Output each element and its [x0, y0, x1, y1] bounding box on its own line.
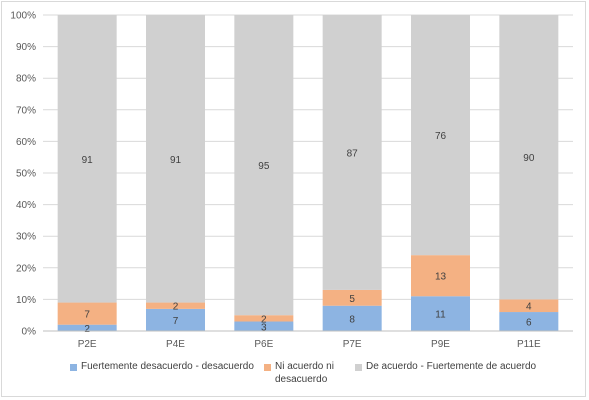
legend-swatch-disagree	[70, 364, 77, 371]
bar-segment	[234, 315, 294, 322]
x-tick-label: P2E	[78, 339, 97, 350]
y-tick-label: 60%	[16, 137, 36, 148]
data-label: 2	[173, 302, 179, 313]
bar-segment	[146, 15, 205, 303]
data-label: 91	[170, 155, 182, 166]
legend-swatch-neutral	[264, 364, 271, 371]
y-tick-label: 10%	[16, 295, 36, 306]
legend-label-neutral-line1: Ni acuerdo ni	[275, 361, 334, 372]
data-label: 7	[173, 316, 179, 327]
legend-label-neutral: Ni acuerdo ni desacuerdo	[275, 360, 334, 386]
data-label: 7	[84, 310, 90, 321]
data-label: 2	[261, 314, 267, 325]
bar-segment	[57, 15, 117, 303]
bar-segment	[322, 305, 382, 331]
x-tick-label: P11E	[517, 339, 541, 350]
bar-segment	[57, 324, 117, 331]
bar-segment	[146, 308, 205, 331]
data-label: 8	[349, 314, 355, 325]
bar-segment	[499, 299, 559, 313]
bar-segment	[57, 302, 117, 325]
bar-segment	[411, 296, 470, 331]
bar-segment	[322, 15, 382, 290]
legend-label-disagree: Fuertemente desacuerdo - desacuerdo	[81, 361, 254, 372]
y-tick-label: 70%	[16, 105, 36, 116]
data-label: 91	[82, 155, 94, 166]
legend-label-neutral-line2: desacuerdo	[275, 374, 328, 385]
data-label: 90	[523, 153, 535, 164]
y-tick-label: 20%	[16, 263, 36, 274]
bar-segment	[499, 312, 559, 331]
data-label: 13	[435, 272, 447, 283]
bar-segment	[411, 255, 470, 297]
bar-segment	[146, 302, 205, 309]
y-tick-label: 80%	[16, 74, 36, 85]
x-tick-label: P4E	[166, 339, 185, 350]
x-tick-label: P9E	[431, 339, 450, 350]
y-tick-label: 100%	[10, 11, 36, 22]
bar-segment	[234, 15, 294, 316]
data-label: 87	[347, 148, 359, 159]
bar-segment	[234, 321, 294, 331]
y-tick-label: 0%	[22, 327, 37, 338]
y-tick-label: 50%	[16, 169, 36, 180]
y-tick-label: 30%	[16, 232, 36, 243]
data-label: 11	[435, 310, 446, 321]
bar-segment	[322, 289, 382, 306]
legend-label-agree: De acuerdo - Fuertemente de acuerdo	[366, 361, 537, 372]
data-label: 2	[84, 324, 90, 335]
data-label: 95	[258, 161, 270, 172]
data-label: 76	[435, 131, 447, 142]
bar-segment	[499, 15, 559, 300]
x-tick-label: P7E	[343, 339, 362, 350]
legend-swatch-agree	[355, 364, 362, 371]
data-label: 4	[526, 302, 532, 313]
x-tick-label: P6E	[254, 339, 273, 350]
data-label: 5	[349, 294, 355, 305]
data-label: 3	[261, 322, 267, 333]
data-label: 6	[526, 318, 532, 329]
y-tick-label: 90%	[16, 42, 36, 53]
y-tick-label: 40%	[16, 200, 36, 211]
bar-segment	[411, 15, 470, 256]
